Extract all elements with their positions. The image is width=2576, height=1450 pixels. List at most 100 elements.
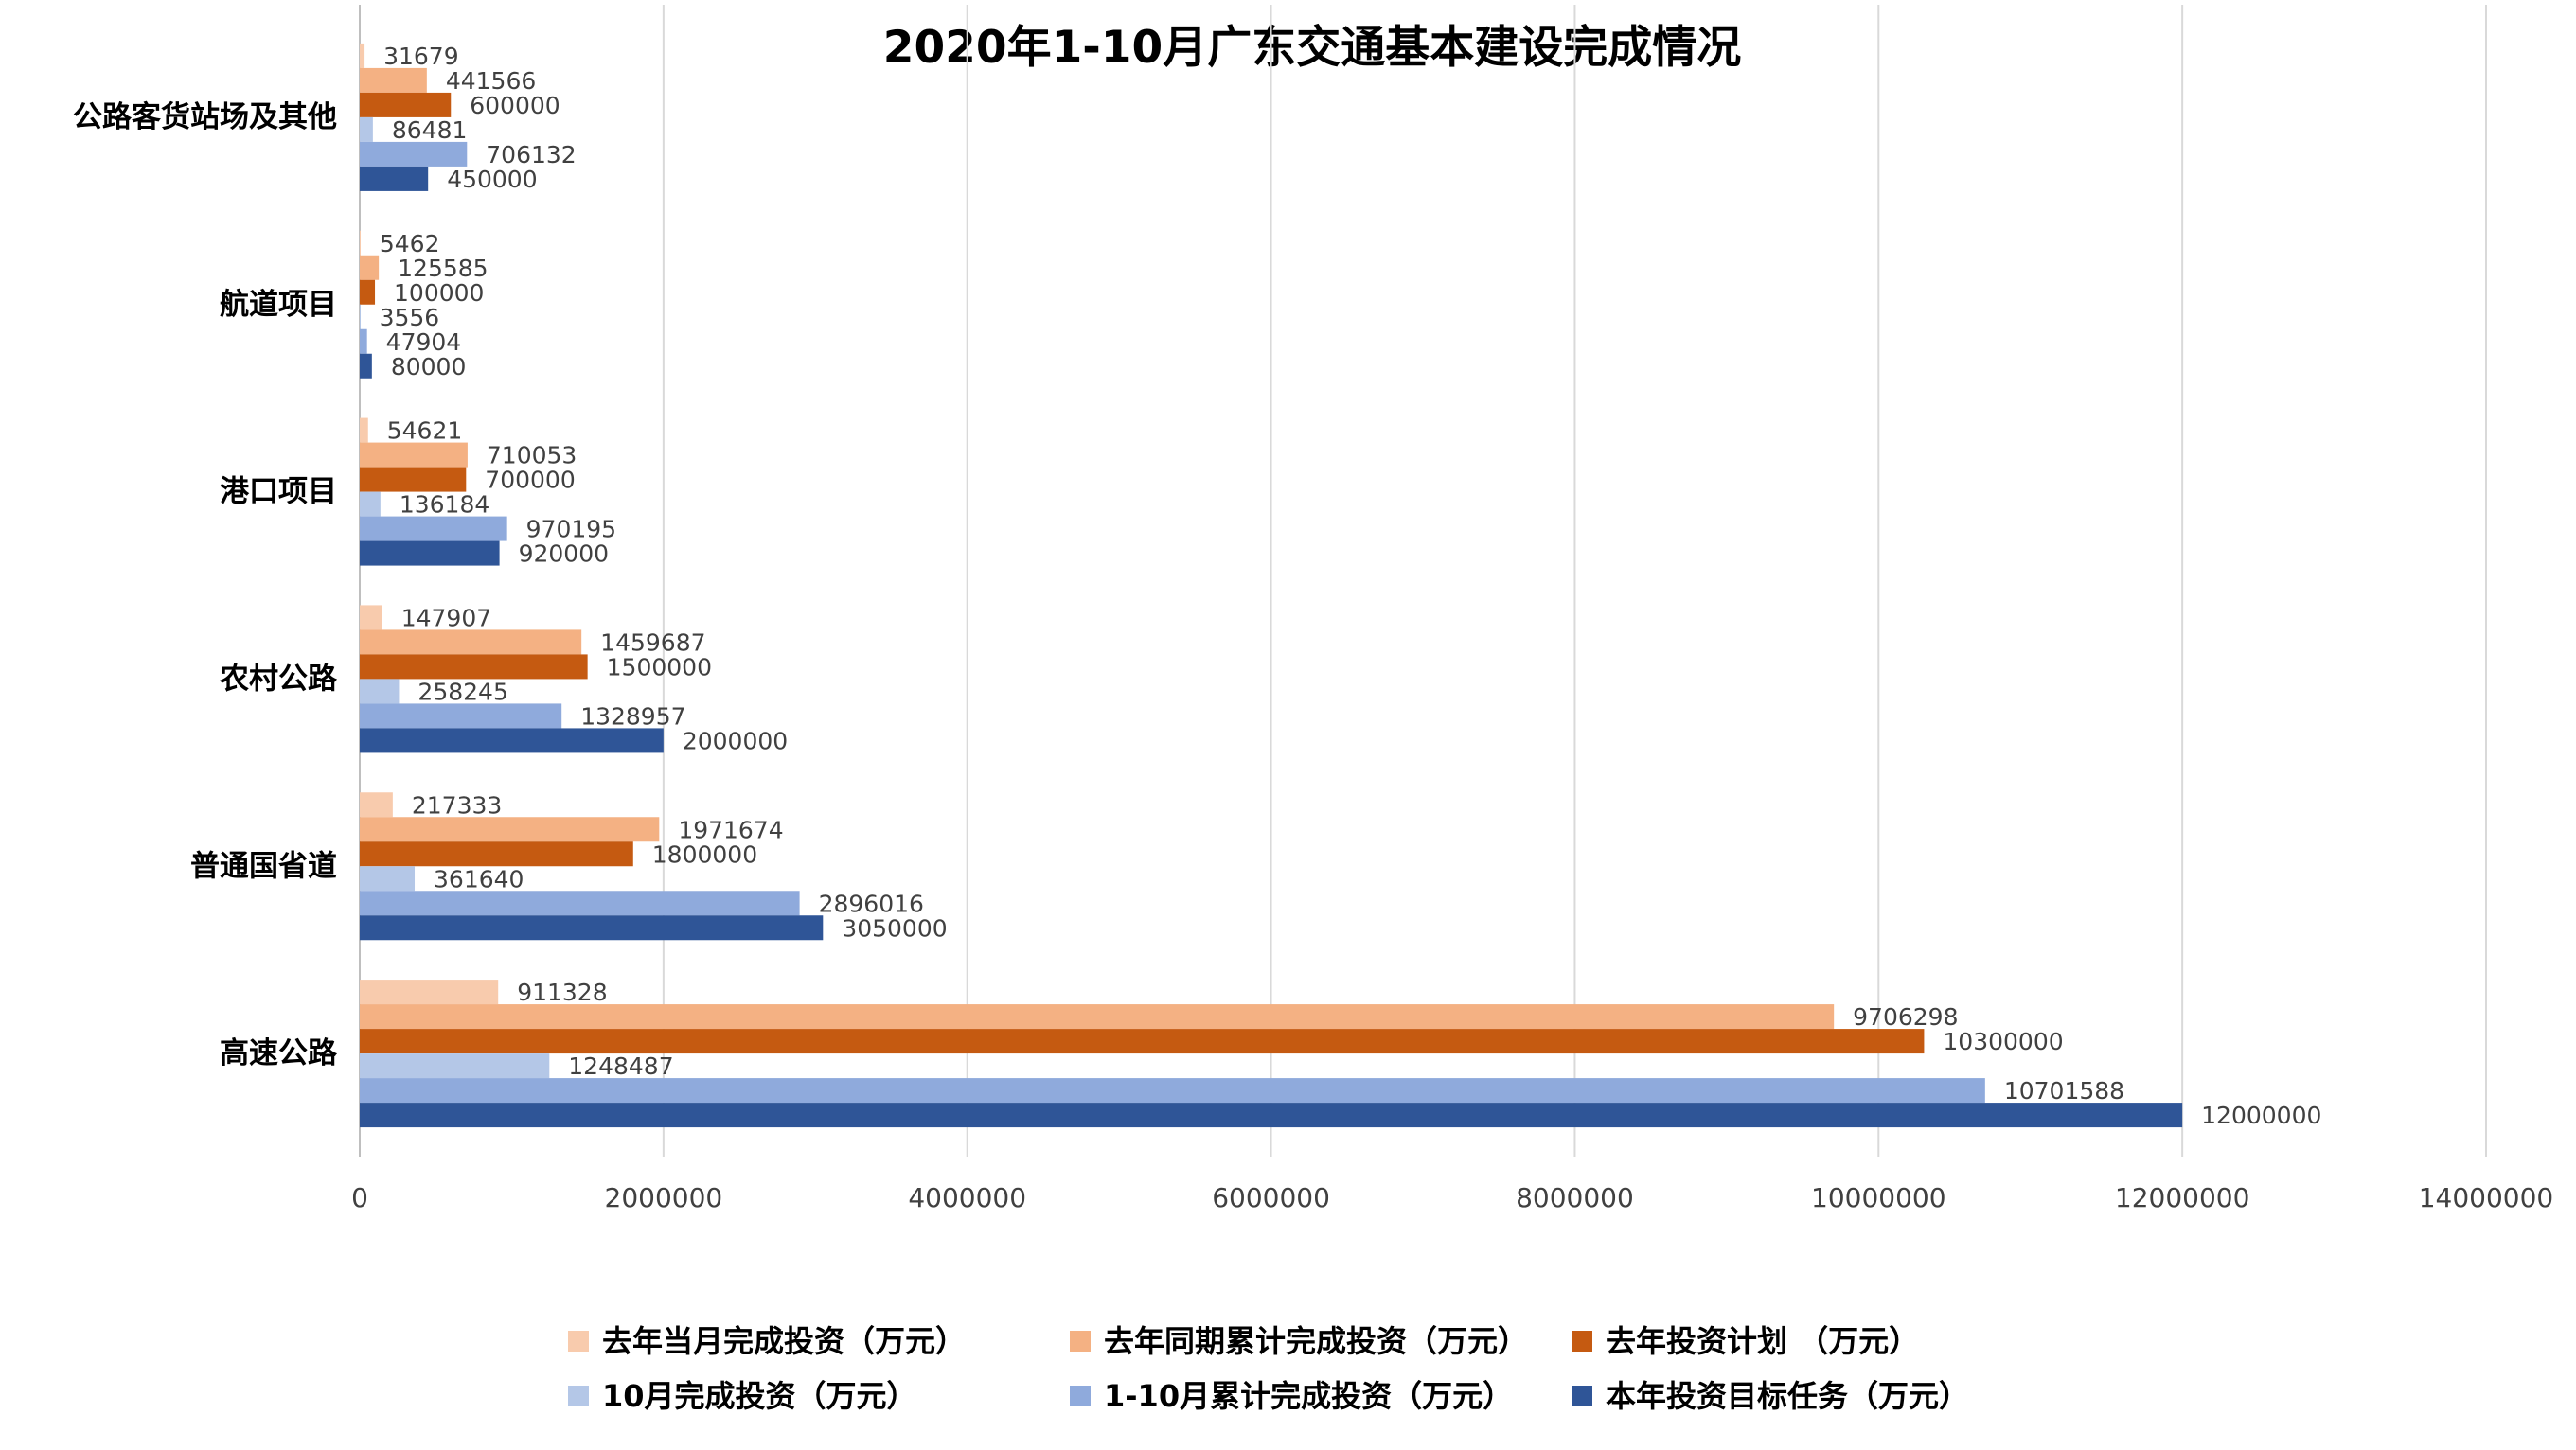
bar [360, 328, 367, 354]
legend-swatch [568, 1331, 589, 1352]
data-label: 54621 [387, 417, 463, 445]
legend-label: 去年当月完成投资（万元） [602, 1323, 966, 1359]
data-label: 3050000 [842, 914, 947, 942]
bar [360, 67, 427, 93]
bar [360, 442, 468, 468]
data-label: 5462 [380, 230, 440, 257]
bar [360, 1078, 1985, 1104]
bar [360, 417, 368, 443]
data-label: 258245 [417, 678, 507, 705]
x-tick-label: 4000000 [908, 1182, 1026, 1213]
bar [360, 703, 562, 729]
data-label: 1800000 [652, 840, 757, 868]
data-label: 217333 [412, 791, 502, 819]
bar [360, 915, 824, 941]
bar [360, 92, 452, 117]
bar [360, 1029, 1925, 1054]
bar [360, 43, 365, 68]
bar [360, 1053, 550, 1079]
data-label: 361640 [434, 865, 524, 893]
bar [360, 1004, 1835, 1030]
data-label: 2000000 [683, 727, 788, 754]
x-tick-label: 8000000 [1516, 1182, 1634, 1213]
chart-title: 2020年1-10月广东交通基本建设完成情况 [883, 22, 1741, 74]
data-label: 86481 [392, 116, 468, 144]
category-label: 农村公路 [220, 662, 338, 696]
data-label: 10701588 [2004, 1077, 2124, 1105]
legend-label: 10月完成投资（万元） [602, 1378, 917, 1414]
bar [360, 279, 376, 305]
grid-lines [359, 5, 2487, 1157]
bar [360, 491, 381, 517]
category-label: 普通国省道 [190, 849, 337, 883]
bar [360, 353, 372, 379]
bars [360, 43, 2183, 1128]
bar [360, 605, 382, 630]
data-label: 911328 [517, 979, 607, 1006]
data-label: 706132 [486, 141, 576, 168]
x-tick-label: 14000000 [2419, 1182, 2554, 1213]
bar [360, 141, 468, 167]
data-label: 12000000 [2201, 1102, 2321, 1129]
data-label: 1500000 [607, 653, 712, 681]
data-label: 1248487 [568, 1052, 673, 1080]
legend: 去年当月完成投资（万元） 去年同期累计完成投资（万元） 去年投资计划 （万元） 10月… [568, 1323, 1969, 1414]
data-labels: 3167944156660000086481706132450000546212… [380, 43, 2322, 1129]
legend-item: 去年当月完成投资（万元） [568, 1323, 966, 1359]
data-label: 450000 [447, 166, 537, 193]
data-label: 125585 [398, 255, 488, 282]
bar [360, 230, 361, 256]
bar [360, 255, 380, 280]
bar [360, 629, 582, 655]
bar [360, 166, 429, 191]
data-label: 31679 [383, 43, 459, 70]
data-label: 1328957 [580, 702, 685, 730]
legend-item: 本年投资目标任务（万元） [1572, 1378, 1969, 1414]
data-label: 147907 [401, 604, 491, 631]
bar [360, 467, 467, 492]
data-label: 1459687 [600, 628, 705, 656]
x-tick-label: 10000000 [1811, 1182, 1946, 1213]
x-tick-labels: 0 2000000 4000000 6000000 8000000 10000000 120… [351, 1182, 2553, 1213]
bar [360, 654, 588, 680]
legend-item: 去年投资计划 （万元） [1572, 1323, 1919, 1359]
data-label: 100000 [394, 279, 484, 307]
legend-item: 1-10月累计完成投资（万元） [1070, 1378, 1513, 1414]
bar [360, 866, 416, 892]
category-label: 航道项目 [220, 288, 337, 322]
bar [360, 980, 499, 1005]
data-label: 441566 [446, 67, 536, 95]
bar [360, 817, 660, 842]
bar [360, 841, 633, 867]
bar [360, 891, 800, 916]
data-label: 700000 [485, 467, 575, 494]
bar [360, 116, 373, 142]
data-label: 1971674 [678, 816, 783, 843]
bar [360, 792, 393, 818]
bar [360, 516, 507, 541]
legend-item: 去年同期累计完成投资（万元） [1070, 1323, 1528, 1359]
legend-swatch [1070, 1331, 1091, 1352]
bar [360, 1103, 2183, 1128]
category-label: 高速公路 [220, 1036, 338, 1070]
data-label: 600000 [470, 92, 560, 119]
data-label: 970195 [526, 516, 616, 543]
x-tick-label: 6000000 [1212, 1182, 1330, 1213]
legend-label: 本年投资目标任务（万元） [1606, 1378, 1969, 1414]
data-label: 710053 [487, 442, 577, 469]
legend-swatch [1572, 1386, 1592, 1406]
bar [360, 540, 500, 566]
bar [360, 728, 664, 753]
category-label: 公路客货站场及其他 [73, 100, 337, 134]
legend-item: 10月完成投资（万元） [568, 1378, 917, 1414]
legend-label: 去年投资计划 （万元） [1606, 1323, 1919, 1359]
data-label: 80000 [391, 353, 467, 380]
x-tick-label: 2000000 [605, 1182, 723, 1213]
legend-swatch [1572, 1331, 1592, 1352]
data-label: 2896016 [819, 890, 924, 917]
bar [360, 679, 400, 704]
data-label: 10300000 [1943, 1028, 2063, 1055]
data-label: 9706298 [1853, 1003, 1958, 1031]
